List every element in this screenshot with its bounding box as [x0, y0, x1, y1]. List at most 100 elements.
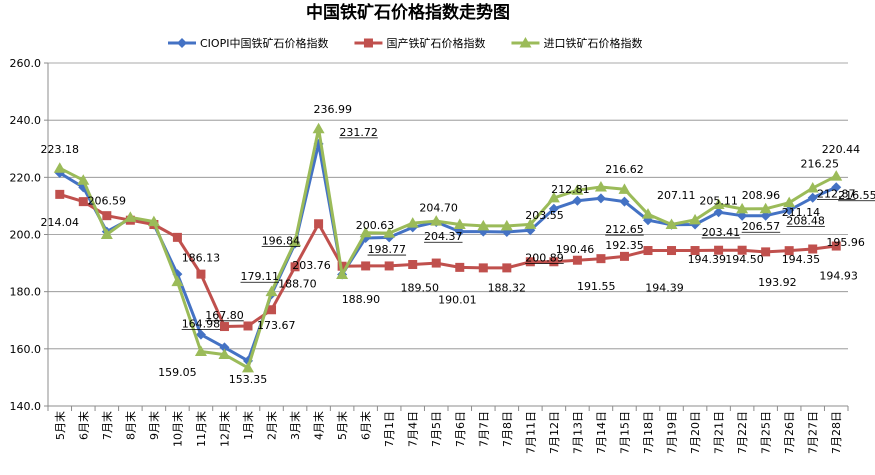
data-point: [831, 241, 841, 251]
data-point: [147, 215, 160, 227]
data-point: [477, 219, 490, 231]
data-point: [194, 345, 207, 357]
data-label: 211.14: [782, 206, 821, 219]
data-point: [524, 218, 537, 229]
y-tick-label: 160.0: [10, 343, 42, 356]
x-tick-label: 11月末: [194, 411, 208, 447]
data-label: 236.99: [313, 103, 352, 116]
data-point: [242, 361, 254, 373]
data-label: 216.62: [605, 163, 644, 176]
data-label: 212.81: [551, 183, 590, 196]
x-tick-label: 7月15日: [618, 411, 631, 454]
data-point: [618, 183, 631, 194]
data-point: [571, 184, 584, 195]
x-tick-label: 2月末: [265, 411, 279, 440]
data-label: 212.65: [605, 223, 644, 236]
y-tick-label: 260.0: [10, 57, 42, 70]
data-point: [383, 227, 396, 238]
series-line: [59, 127, 837, 370]
data-label: 188.32: [488, 282, 527, 295]
series-line: [59, 192, 837, 328]
legend-marker: [177, 38, 187, 48]
legend-label: 国产铁矿石价格指数: [386, 36, 485, 50]
data-point: [619, 251, 629, 261]
data-point: [595, 193, 606, 204]
data-point: [713, 207, 724, 218]
x-tick-label: 9月末: [147, 411, 161, 440]
data-point: [289, 235, 302, 247]
data-point: [102, 211, 112, 221]
data-point: [172, 232, 182, 242]
data-point: [572, 255, 582, 265]
data-label: 167.80: [205, 309, 244, 322]
x-tick-label: 4月末: [312, 411, 326, 440]
data-point: [502, 263, 512, 273]
x-tick-label: 8月末: [123, 411, 137, 440]
data-label: 186.13: [182, 252, 221, 265]
data-label: 216.55: [838, 189, 875, 202]
data-point: [737, 245, 747, 255]
data-point: [219, 322, 229, 332]
data-point: [290, 262, 300, 272]
x-tick-label: 7月12日: [548, 411, 561, 454]
data-label: 179.11: [241, 270, 280, 283]
series-line: [59, 142, 837, 363]
data-label: 207.11: [657, 189, 696, 202]
x-tick-label: 10月末: [170, 411, 184, 447]
data-point: [761, 247, 771, 257]
data-label: 194.50: [725, 253, 764, 266]
data-label: 205.11: [699, 194, 738, 207]
data-point: [830, 170, 843, 181]
data-point: [572, 195, 583, 206]
data-label: 153.35: [229, 373, 268, 386]
data-point: [714, 245, 724, 255]
data-label: 203.55: [525, 209, 564, 222]
data-label: 204.70: [419, 202, 458, 215]
data-point: [547, 191, 560, 203]
data-point: [77, 174, 90, 185]
data-point: [665, 218, 678, 229]
data-label: 190.01: [438, 294, 477, 307]
data-label: 159.05: [158, 366, 197, 379]
data-point: [689, 213, 702, 225]
data-point: [455, 262, 465, 272]
data-label: 193.92: [758, 276, 797, 289]
legend: CIOPI中国铁矿石价格指数 国产铁矿石价格指数 进口铁矿石价格指数: [168, 36, 642, 50]
data-point: [218, 348, 231, 360]
x-tick-label: 7月22日: [736, 411, 749, 454]
data-point: [219, 342, 230, 353]
data-label: 191.55: [577, 280, 616, 293]
data-point: [196, 269, 206, 279]
data-label: 188.70: [278, 277, 317, 290]
data-point: [55, 189, 65, 199]
data-point: [430, 215, 443, 226]
x-tick-label: 6月末: [359, 411, 373, 440]
x-tick-label: 7月25日: [760, 411, 773, 454]
data-point: [478, 263, 488, 273]
data-point: [712, 198, 725, 209]
x-tick-label: 7月13日: [571, 411, 584, 454]
data-point: [312, 122, 325, 134]
data-point: [643, 246, 653, 256]
data-point: [525, 257, 535, 267]
data-label: 198.77: [368, 243, 407, 256]
data-point: [736, 202, 749, 214]
data-label: 212.87: [817, 187, 856, 200]
x-tick-label: 1月末: [241, 411, 255, 440]
x-tick-label: 7月8日: [501, 411, 514, 447]
series-layer: [53, 122, 843, 373]
data-label: 206.59: [88, 194, 127, 207]
data-label: 206.57: [742, 220, 781, 233]
data-label: 220.44: [822, 143, 861, 156]
y-tick-label: 240.0: [10, 114, 42, 127]
x-tick-label: 7月末: [100, 411, 114, 440]
legend-label: 进口铁矿石价格指数: [543, 36, 642, 50]
data-label: 188.90: [342, 293, 381, 306]
x-tick-label: 7月11日: [524, 411, 537, 454]
data-point: [548, 203, 559, 214]
data-label: 194.35: [782, 253, 821, 266]
data-point: [594, 180, 607, 192]
data-point: [806, 182, 819, 193]
x-tick-label: 6月末: [76, 411, 90, 440]
data-label: 208.96: [742, 189, 781, 202]
